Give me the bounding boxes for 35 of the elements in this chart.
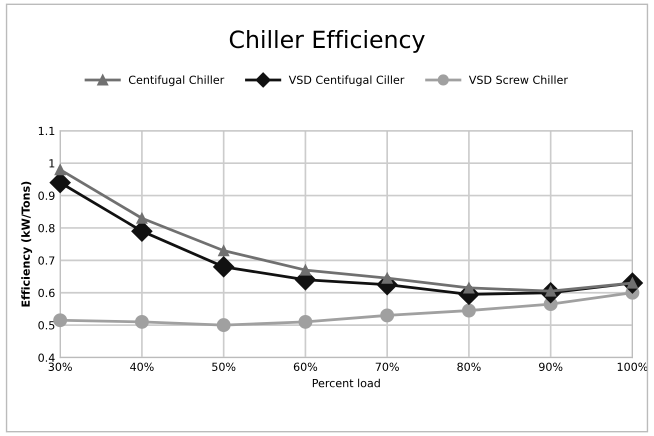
x-tick-label: 30%	[48, 362, 72, 371]
y-tick-label: 0.4	[38, 353, 55, 362]
x-tick-label: 70%	[376, 362, 399, 371]
x-tick-label: 90%	[539, 362, 562, 371]
point	[54, 164, 66, 176]
point	[136, 212, 148, 224]
point	[218, 245, 230, 256]
point	[463, 282, 474, 294]
x-tick-label: 60%	[294, 362, 318, 371]
point	[298, 314, 312, 329]
y-tick-label: 0.5	[38, 321, 54, 330]
y-tick-label: 0.7	[38, 256, 54, 265]
y-axis-title: Efficiency (kW/Tons)	[21, 182, 32, 307]
x-tick-label: 80%	[457, 362, 481, 371]
y-tick-label: 0.9	[38, 192, 55, 200]
x-axis-title: Percent load	[312, 378, 380, 388]
point	[213, 256, 234, 278]
point	[216, 318, 231, 332]
y-tick-label: 0.8	[38, 224, 55, 232]
legend-label: Centifugal Chiller	[128, 75, 224, 86]
y-tick-label: 1.1	[38, 126, 54, 136]
chart-title: Chiller Efficiency	[230, 30, 425, 53]
point	[380, 308, 394, 322]
x-tick-label: 40%	[130, 362, 154, 371]
point	[53, 313, 68, 328]
y-tick-label: 0.6	[38, 288, 55, 298]
point	[382, 272, 393, 284]
y-tick-label: 1	[49, 159, 54, 168]
x-tick-label: 50%	[212, 362, 236, 371]
point	[134, 314, 149, 329]
x-tick-label: 100%	[618, 362, 648, 371]
legend-label: VSD Screw Chiller	[468, 75, 568, 84]
point	[462, 304, 476, 318]
legend-label: VSD Centifugal Ciller	[288, 75, 404, 86]
point	[300, 264, 311, 276]
